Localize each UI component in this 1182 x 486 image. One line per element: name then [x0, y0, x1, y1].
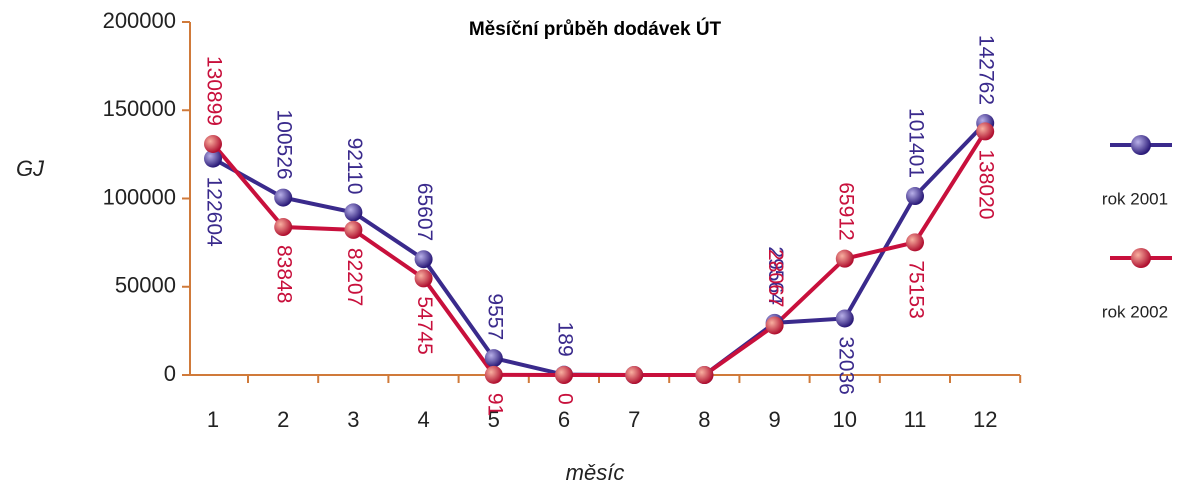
- x-tick-label: 12: [973, 407, 997, 432]
- point: [344, 220, 363, 239]
- x-axis-label: měsíc: [566, 460, 625, 485]
- data-label: 65607: [413, 183, 436, 241]
- point: [835, 249, 854, 268]
- data-label: 122604: [202, 177, 225, 247]
- data-label: 54745: [413, 296, 436, 354]
- data-label: 101401: [904, 108, 927, 178]
- point: [204, 134, 222, 153]
- x-tick-label: 10: [833, 407, 857, 432]
- series-line: [211, 130, 987, 377]
- point: [906, 233, 924, 252]
- legend-label: rok 2001: [1102, 189, 1168, 208]
- x-tick-label: 7: [628, 407, 640, 432]
- x-tick-label: 9: [768, 407, 780, 432]
- point: [555, 366, 573, 384]
- legend-marker: [1131, 248, 1151, 268]
- x-tick-label: 1: [207, 407, 219, 432]
- data-label: 142762: [975, 35, 998, 105]
- y-tick-label: 0: [164, 361, 176, 386]
- point: [695, 366, 714, 384]
- data-label: 138020: [975, 149, 998, 219]
- data-label: 92110: [343, 138, 366, 195]
- point: [625, 366, 644, 384]
- data-label: 83848: [273, 245, 296, 303]
- data-label: 0: [553, 393, 576, 405]
- y-tick-label: 150000: [103, 96, 176, 121]
- data-label: 130899: [202, 56, 225, 126]
- series-line: [212, 121, 987, 377]
- point: [484, 349, 503, 368]
- point: [414, 269, 433, 288]
- data-label: 9557: [483, 293, 506, 340]
- data-label: 29564: [764, 246, 787, 305]
- x-tick-label: 2: [277, 407, 289, 432]
- point: [906, 187, 924, 206]
- data-label: 91: [483, 393, 506, 416]
- y-tick-label: 200000: [103, 8, 176, 33]
- chart-title: Měsíční průběh dodávek ÚT: [469, 18, 722, 40]
- x-tick-label: 5: [488, 407, 500, 432]
- x-tick-label: 6: [558, 407, 570, 432]
- point: [765, 316, 784, 335]
- x-tick-label: 4: [417, 407, 429, 432]
- y-axis-label: GJ: [16, 156, 45, 181]
- legend-marker: [1131, 135, 1151, 155]
- point: [835, 309, 854, 328]
- point: [976, 122, 995, 141]
- y-tick-label: 100000: [103, 184, 176, 209]
- point: [274, 218, 293, 237]
- data-label: 75153: [904, 260, 927, 318]
- data-label: 65912: [834, 182, 857, 240]
- x-tick-label: 11: [904, 407, 927, 432]
- legend-label: rok 2002: [1102, 302, 1168, 321]
- point: [414, 250, 433, 269]
- point: [274, 188, 293, 207]
- y-tick-label: 50000: [115, 273, 176, 298]
- data-label: 28067: [764, 249, 787, 307]
- point: [344, 203, 363, 222]
- point: [484, 365, 503, 384]
- data-label: 189: [553, 322, 576, 357]
- data-label: 32036: [834, 336, 857, 394]
- point: [204, 149, 222, 168]
- data-label: 82207: [343, 248, 366, 306]
- x-tick-label: 3: [347, 407, 359, 432]
- data-label: 100526: [273, 109, 296, 179]
- x-tick-label: 8: [698, 407, 710, 432]
